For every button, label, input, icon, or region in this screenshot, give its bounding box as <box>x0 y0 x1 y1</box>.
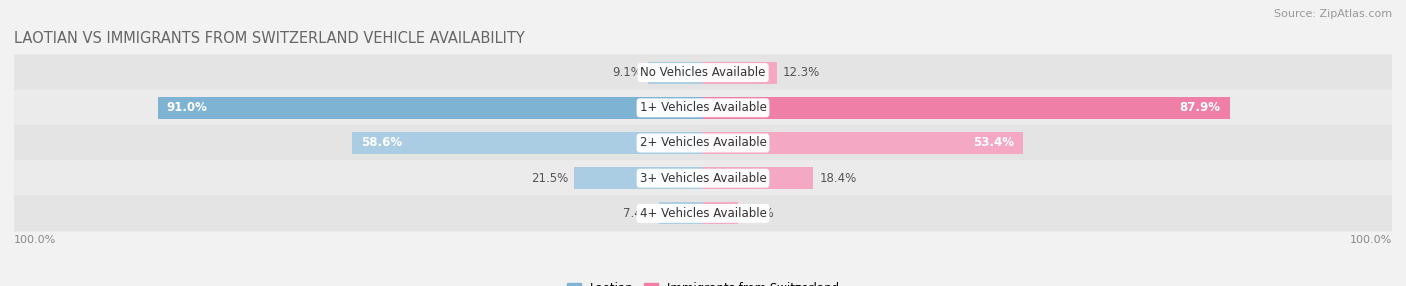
Text: 87.9%: 87.9% <box>1180 101 1220 114</box>
Bar <box>157 97 703 119</box>
Text: 3+ Vehicles Available: 3+ Vehicles Available <box>640 172 766 185</box>
Text: 2+ Vehicles Available: 2+ Vehicles Available <box>640 136 766 150</box>
Text: Source: ZipAtlas.com: Source: ZipAtlas.com <box>1274 9 1392 19</box>
FancyBboxPatch shape <box>14 160 1392 196</box>
Text: 58.6%: 58.6% <box>361 136 402 150</box>
Bar <box>574 167 703 189</box>
Text: 1+ Vehicles Available: 1+ Vehicles Available <box>640 101 766 114</box>
FancyBboxPatch shape <box>14 54 1392 91</box>
Text: LAOTIAN VS IMMIGRANTS FROM SWITZERLAND VEHICLE AVAILABILITY: LAOTIAN VS IMMIGRANTS FROM SWITZERLAND V… <box>14 31 524 46</box>
FancyBboxPatch shape <box>14 125 1392 161</box>
Bar <box>352 132 703 154</box>
Text: 100.0%: 100.0% <box>14 235 56 245</box>
Text: No Vehicles Available: No Vehicles Available <box>640 66 766 79</box>
Text: 18.4%: 18.4% <box>820 172 856 185</box>
Text: 7.4%: 7.4% <box>623 207 652 220</box>
Bar <box>703 62 776 84</box>
Bar <box>703 132 1024 154</box>
Bar <box>703 97 1230 119</box>
Text: 100.0%: 100.0% <box>1350 235 1392 245</box>
Text: 9.1%: 9.1% <box>613 66 643 79</box>
Text: 5.9%: 5.9% <box>744 207 775 220</box>
Bar <box>648 62 703 84</box>
FancyBboxPatch shape <box>14 195 1392 232</box>
Text: 91.0%: 91.0% <box>167 101 208 114</box>
Bar <box>703 202 738 224</box>
FancyBboxPatch shape <box>14 90 1392 126</box>
Bar <box>703 167 813 189</box>
Text: 21.5%: 21.5% <box>531 172 568 185</box>
Text: 53.4%: 53.4% <box>973 136 1014 150</box>
Text: 4+ Vehicles Available: 4+ Vehicles Available <box>640 207 766 220</box>
Legend: Laotian, Immigrants from Switzerland: Laotian, Immigrants from Switzerland <box>564 278 842 286</box>
Bar <box>658 202 703 224</box>
Text: 12.3%: 12.3% <box>783 66 820 79</box>
